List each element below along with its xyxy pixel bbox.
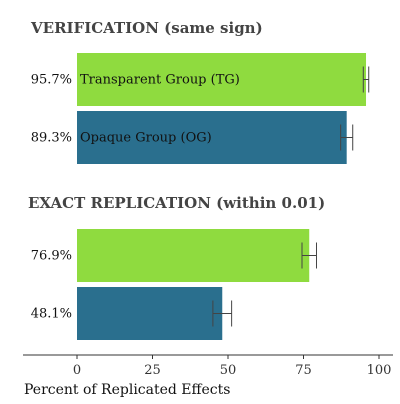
bar-inline-label: Opaque Group (OG) [80,131,212,146]
panel-title: EXACT REPLICATION (within 0.01) [28,194,325,212]
x-tick-label: 100 [367,363,392,378]
bar-value-label: 76.9% [31,249,72,264]
bar [77,53,367,106]
bar-inline-label: Transparent Group (TG) [80,73,240,88]
bar [77,229,310,282]
bar-value-label: 48.1% [31,307,72,322]
panel-title: VERIFICATION (same sign) [30,19,263,37]
x-tick-label: 0 [73,363,81,378]
bar-value-label: 95.7% [31,73,72,88]
x-tick-label: 50 [220,363,237,378]
bar [77,287,223,340]
x-axis-title: Percent of Replicated Effects [24,382,230,398]
x-tick-label: 25 [144,363,161,378]
x-tick-label: 75 [295,363,312,378]
bar-value-label: 89.3% [31,131,72,146]
bar [77,111,347,164]
